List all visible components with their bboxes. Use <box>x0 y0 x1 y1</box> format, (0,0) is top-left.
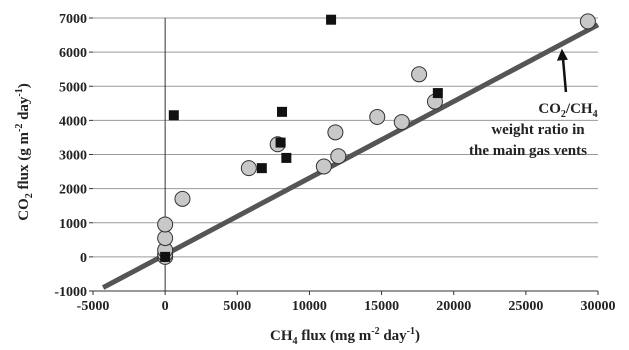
x-tick-label: 10000 <box>292 299 327 314</box>
annotation-arrowhead <box>556 48 568 61</box>
annotation-line-3: the main gas vents <box>469 143 587 159</box>
square-point <box>160 251 171 262</box>
x-tick-label: 25000 <box>508 299 543 314</box>
square-point <box>275 137 286 148</box>
y-tick-label: 4000 <box>59 114 87 129</box>
circle-point <box>157 216 174 233</box>
y-tick-label: 7000 <box>59 12 87 27</box>
data-points <box>157 13 596 265</box>
y-axis-title: CO2 flux (g m-2 day-1) <box>14 83 35 221</box>
y-tick-label: 3000 <box>59 149 87 164</box>
y-tick-label: 1000 <box>59 217 87 232</box>
square-point <box>326 14 337 25</box>
weight-ratio-line <box>101 22 600 290</box>
circle-point <box>411 66 428 83</box>
square-point <box>277 106 288 117</box>
x-axis-title: CH4 flux (mg m-2 day-1) <box>270 326 420 347</box>
circle-point <box>393 114 410 131</box>
x-tick-label: 5000 <box>223 299 251 314</box>
circle-point <box>369 108 386 125</box>
annotation-arrow <box>561 57 568 93</box>
x-tick-label: 15000 <box>364 299 399 314</box>
x-tick-label: 30000 <box>581 299 616 314</box>
circle-point <box>157 230 174 247</box>
x-tick-label: 20000 <box>436 299 471 314</box>
annotation-line-2: weight ratio in <box>491 122 585 138</box>
circle-point <box>174 190 191 207</box>
x-tick-label: 0 <box>162 299 169 314</box>
circle-point <box>315 158 332 175</box>
circle-point <box>579 13 596 30</box>
square-point <box>281 152 292 163</box>
circle-point <box>240 160 257 177</box>
square-point <box>432 88 443 99</box>
annotation-line-1: CO2/CH4 <box>538 101 597 120</box>
square-point <box>256 163 267 174</box>
y-tick-label: 0 <box>80 251 87 266</box>
x-tick-label: -5000 <box>77 299 110 314</box>
y-tick-label: 5000 <box>59 80 87 95</box>
annotation: CO2/CH4 weight ratio in the main gas ven… <box>469 48 598 159</box>
y-tick-label: 6000 <box>59 46 87 61</box>
y-tick-label: -1000 <box>54 285 87 300</box>
tick-labels: -1000 0 1000 2000 3000 4000 5000 6000 7000 -5000 0… <box>54 12 615 314</box>
circle-point <box>330 148 347 165</box>
circle-point <box>327 124 344 141</box>
y-tick-label: 2000 <box>59 183 87 198</box>
square-point <box>168 110 179 121</box>
